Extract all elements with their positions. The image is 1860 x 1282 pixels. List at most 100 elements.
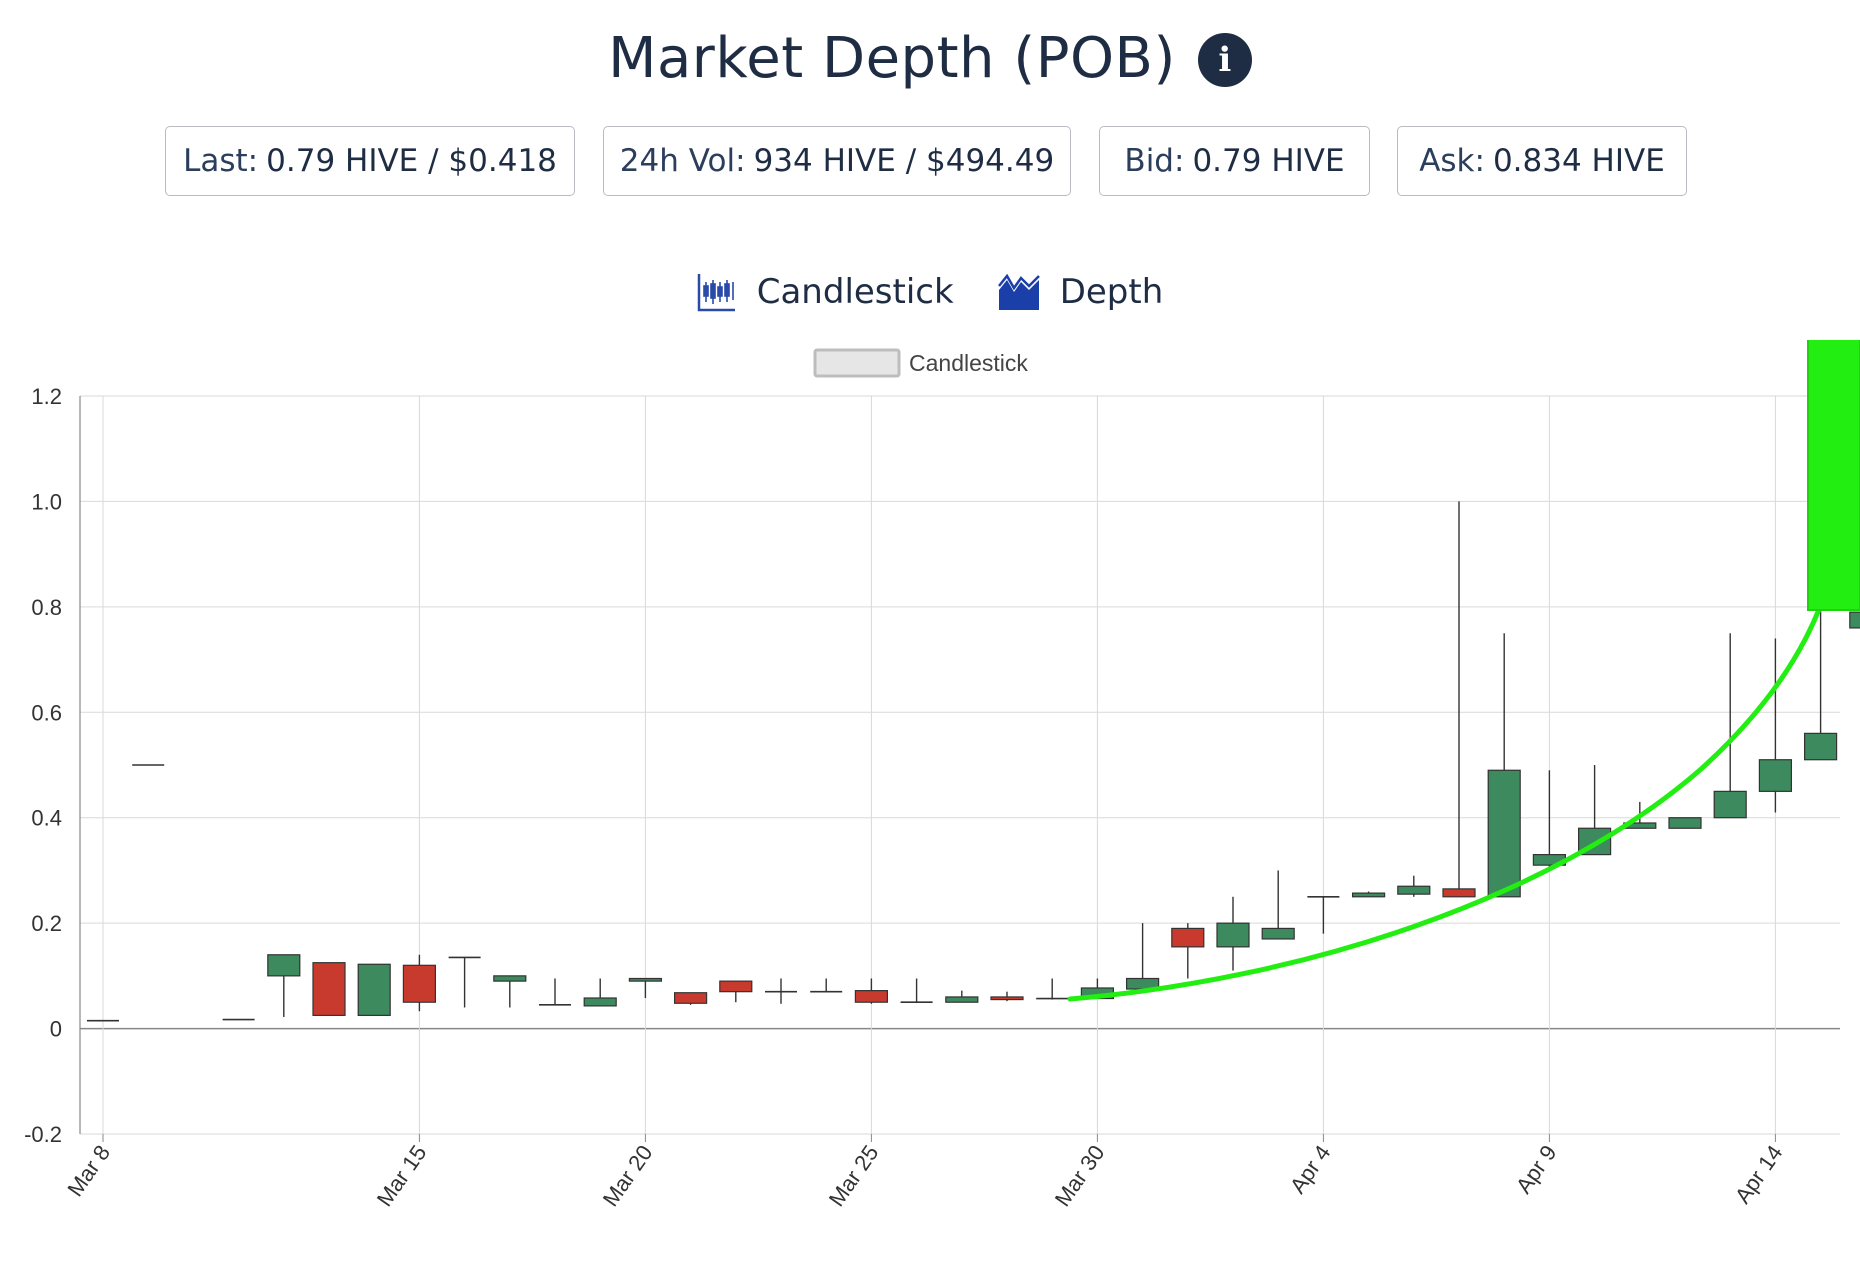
candle — [539, 978, 571, 1006]
bid-label: Bid: — [1124, 143, 1185, 179]
candle — [1758, 638, 1793, 813]
candle — [1532, 770, 1567, 871]
ask-label: Ask: — [1419, 143, 1485, 179]
candle — [810, 978, 843, 993]
x-tick-label: Apr 9 — [1511, 1141, 1562, 1198]
y-tick-label: 0.8 — [31, 595, 62, 620]
candle — [267, 954, 301, 1017]
x-axis-ticks: Mar 8 Mar 15 Mar 20 Mar 25 Mar 30 Apr 4 Apr 9 A… — [62, 1141, 1787, 1211]
candle — [673, 992, 708, 1005]
y-tick-label: 1.0 — [31, 489, 62, 514]
candle — [765, 978, 797, 1004]
candles — [87, 501, 1860, 1022]
candle — [1171, 923, 1205, 979]
candle-body — [1216, 922, 1250, 948]
legend-label: Candlestick — [909, 350, 1028, 376]
candlestick-label: Candlestick — [756, 272, 954, 312]
candle — [1036, 978, 1069, 1000]
candle — [1397, 875, 1431, 897]
candle — [854, 978, 889, 1004]
depth-toggle[interactable]: Depth — [997, 272, 1164, 312]
candle — [1713, 633, 1747, 819]
y-tick-label: 0.6 — [31, 700, 62, 725]
candle-body — [1713, 790, 1747, 819]
title-row: Market Depth (POB) i — [0, 18, 1860, 98]
candle — [357, 963, 391, 1016]
volume-label: 24h Vol: — [619, 143, 746, 179]
y-tick-label: 0.4 — [31, 806, 62, 831]
candle-body — [357, 963, 391, 1016]
candle-body — [1487, 769, 1521, 898]
candle-body — [854, 990, 889, 1003]
candle — [448, 956, 481, 1008]
candle — [628, 977, 663, 998]
volume-box: 24h Vol: 934 HIVE / $494.49 — [603, 126, 1071, 196]
depth-area-icon — [997, 273, 1040, 310]
candle — [945, 990, 979, 1003]
candle-body — [312, 962, 346, 1016]
candle — [1125, 923, 1160, 990]
candle-body — [719, 980, 753, 993]
candle — [1351, 891, 1386, 898]
x-tick-label: Mar 25 — [824, 1141, 884, 1211]
candle — [583, 978, 617, 1007]
legend-swatch — [813, 348, 901, 378]
y-tick-label: 1.2 — [31, 384, 62, 409]
view-toggle: Candlestick Depth — [0, 262, 1860, 322]
ask-value: 0.834 HIVE — [1492, 143, 1665, 179]
candle — [1849, 611, 1860, 629]
y-axis-ticks: 1.2 1.0 0.8 0.6 0.4 0.2 0 -0.2 — [24, 384, 62, 1147]
candle-body — [673, 992, 708, 1004]
candle-body — [1351, 892, 1386, 898]
candle-body — [1577, 827, 1612, 856]
candle-body — [1171, 927, 1205, 948]
candle-body — [990, 996, 1024, 1001]
candle — [312, 962, 346, 1016]
candle — [1307, 895, 1340, 934]
page-title: Market Depth (POB) — [608, 25, 1176, 91]
candlestick-icon — [697, 274, 735, 312]
bid-value: 0.79 HIVE — [1192, 143, 1345, 179]
candle-body — [267, 954, 301, 977]
candle — [1261, 870, 1295, 940]
candle-body — [402, 964, 436, 1003]
x-tick-label: Mar 15 — [372, 1141, 432, 1211]
candle — [900, 978, 933, 1004]
x-tick-label: Mar 8 — [62, 1141, 115, 1201]
candle — [1577, 765, 1612, 856]
candle-body — [1758, 759, 1793, 792]
candle-body — [493, 975, 527, 982]
candlestick-toggle[interactable]: Candlestick — [697, 272, 954, 312]
candle — [1803, 606, 1838, 761]
y-tick-label: -0.2 — [24, 1122, 62, 1147]
candle-body — [1803, 732, 1838, 761]
candle — [990, 991, 1024, 1002]
chart-legend[interactable]: Candlestick — [813, 348, 1028, 378]
candle — [1442, 501, 1476, 898]
info-icon[interactable]: i — [1197, 33, 1252, 87]
stats-row: Last: 0.79 HIVE / $0.418 24h Vol: 934 HI… — [0, 126, 1860, 198]
candle-body — [945, 996, 979, 1003]
y-tick-label: 0.2 — [31, 911, 62, 936]
candle — [719, 980, 753, 1003]
x-tick-label: Apr 4 — [1285, 1141, 1336, 1198]
candle — [402, 954, 436, 1012]
last-value: 0.79 HIVE / $0.418 — [266, 143, 557, 179]
candle — [1487, 633, 1521, 898]
candle-body — [1261, 927, 1295, 940]
x-tick-label: Apr 14 — [1730, 1141, 1788, 1208]
up-arrow — [1807, 340, 1860, 611]
grid-lines — [79, 395, 1840, 1142]
candle — [493, 975, 527, 1008]
x-tick-label: Mar 30 — [1050, 1141, 1110, 1211]
candle-body — [1442, 888, 1476, 898]
annotation-layer — [1067, 340, 1860, 1002]
depth-label: Depth — [1059, 272, 1164, 312]
candle — [1668, 817, 1702, 829]
candle-body — [583, 997, 617, 1007]
candle-body — [1668, 817, 1702, 829]
candlestick-chart: Candlestick 1.2 1.0 0.8 0.6 0.4 0.2 0 -0.2 Mar … — [24, 340, 1860, 1211]
last-label: Last: — [183, 143, 259, 179]
y-tick-label: 0 — [50, 1017, 62, 1042]
ask-box: Ask: 0.834 HIVE — [1397, 126, 1687, 196]
